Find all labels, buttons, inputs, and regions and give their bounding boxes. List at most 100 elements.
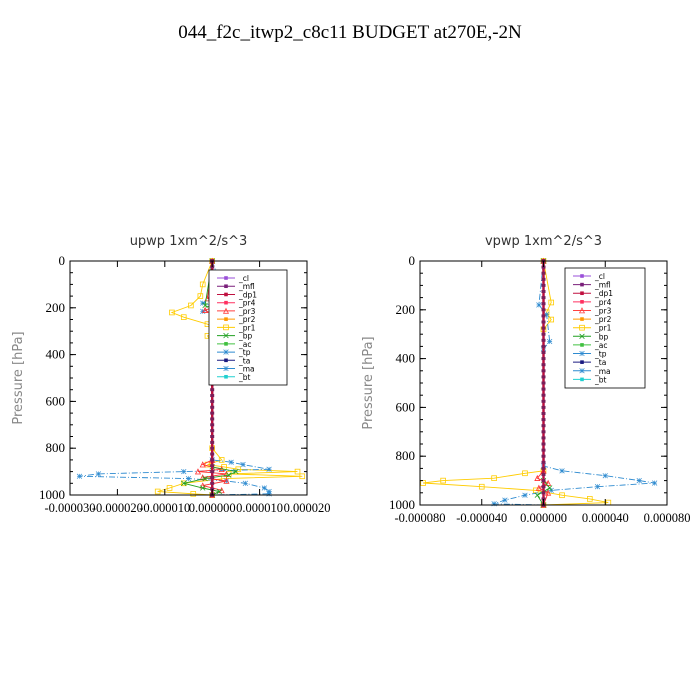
point-marker <box>224 374 228 379</box>
point-marker <box>242 480 249 486</box>
x-tick-label: -0.000080 <box>394 511 445 525</box>
legend-item: _mfl <box>217 282 255 291</box>
legend-item: _pr2 <box>217 315 256 324</box>
point-marker <box>235 466 242 473</box>
point-marker <box>210 452 215 456</box>
legend-item: _dp1 <box>573 289 613 298</box>
point-marker <box>580 282 584 287</box>
legend-item: _pr2 <box>573 315 612 324</box>
point-marker <box>210 417 215 421</box>
point-marker <box>224 292 228 297</box>
y-tick-label: 800 <box>396 448 416 463</box>
legend-label: _pr2 <box>594 315 612 324</box>
legend-item: _ma <box>573 367 611 376</box>
point-marker <box>541 485 546 489</box>
point-marker <box>440 477 446 484</box>
point-marker <box>535 484 542 491</box>
point-marker <box>202 475 208 482</box>
point-marker <box>534 492 541 498</box>
point-marker <box>210 440 215 444</box>
legend-item: _cl <box>573 272 605 281</box>
point-marker <box>602 473 608 479</box>
legend-label: _tp <box>238 348 251 357</box>
point-marker <box>541 344 546 348</box>
legend-item: _ta <box>217 356 250 365</box>
legend-label: _pr2 <box>238 315 256 324</box>
point-marker <box>223 365 229 372</box>
legend-label: _ta <box>594 358 606 367</box>
series-line <box>493 260 655 506</box>
point-marker <box>580 377 584 382</box>
point-marker <box>502 497 508 503</box>
point-marker <box>541 326 546 330</box>
point-marker <box>580 274 584 278</box>
point-marker <box>224 358 228 363</box>
point-marker <box>491 501 497 507</box>
point-marker <box>541 314 546 318</box>
page-title: 044_f2c_itwp2_c8c11 BUDGET at270E,-2N <box>178 22 522 43</box>
point-marker <box>541 369 546 373</box>
point-marker <box>541 277 546 281</box>
point-marker <box>240 461 246 468</box>
point-marker <box>541 473 546 476</box>
legend-label: _pr4 <box>238 299 256 308</box>
point-marker <box>541 399 546 403</box>
point-marker <box>541 302 546 306</box>
point-marker <box>194 468 202 475</box>
y-axis-label: Pressure [hPa] <box>361 336 376 429</box>
point-marker <box>522 492 528 498</box>
point-marker <box>541 491 546 495</box>
legend-label: _mfl <box>594 281 611 290</box>
point-marker <box>541 405 546 409</box>
point-marker <box>541 393 546 397</box>
point-marker <box>548 487 554 494</box>
x-tick-label: 0.000000 <box>189 501 236 515</box>
point-marker <box>541 357 546 361</box>
point-marker <box>580 291 584 296</box>
point-marker <box>541 308 546 312</box>
point-marker <box>210 458 215 462</box>
point-marker <box>541 320 546 324</box>
series-center-stack <box>541 259 546 507</box>
legend-item: _pr1 <box>217 323 256 332</box>
point-marker <box>210 435 215 438</box>
point-marker <box>210 429 215 433</box>
point-marker <box>181 468 187 475</box>
point-marker <box>541 424 546 428</box>
y-tick-label: 600 <box>46 393 66 408</box>
legend-label: _ac <box>594 341 607 350</box>
y-tick-label: 600 <box>396 399 416 414</box>
point-marker <box>547 338 553 345</box>
legend-item: _ta <box>573 358 606 367</box>
y-tick-label: 200 <box>46 300 66 315</box>
point-marker <box>580 343 584 347</box>
legend-label: _ma <box>594 367 611 376</box>
point-marker <box>580 300 584 304</box>
y-tick-label: 400 <box>396 351 416 366</box>
point-marker <box>210 464 215 468</box>
point-marker <box>580 317 584 321</box>
point-marker <box>216 488 222 495</box>
point-marker <box>541 351 546 354</box>
point-marker <box>226 472 232 478</box>
legend-label: _cl <box>238 274 249 283</box>
point-marker <box>224 284 228 289</box>
legend-label: _pr1 <box>238 323 256 332</box>
point-marker <box>541 412 546 415</box>
legend-item: _pr4 <box>573 298 612 307</box>
point-marker <box>197 293 204 299</box>
point-marker <box>541 448 546 452</box>
point-marker <box>541 265 546 269</box>
point-marker <box>541 381 546 385</box>
legend-label: _mfl <box>238 282 255 291</box>
point-marker <box>261 485 267 491</box>
legend-label: _ta <box>238 356 250 365</box>
legend-label: _bp <box>594 332 609 341</box>
point-marker <box>541 418 546 422</box>
x-tick-label: 0.000010 <box>236 501 283 515</box>
point-marker <box>202 306 209 313</box>
point-marker <box>541 436 546 440</box>
point-marker <box>579 333 585 339</box>
point-marker <box>548 299 555 306</box>
